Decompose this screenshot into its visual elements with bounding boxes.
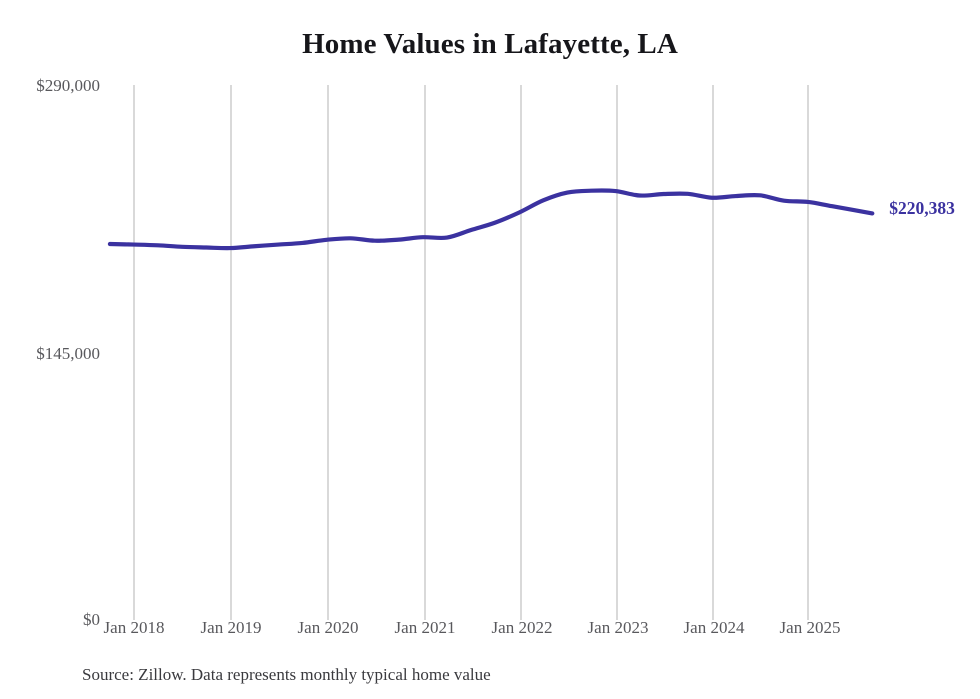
x-tick-label-jan-2023: Jan 2023 (587, 618, 649, 637)
gridlines (133, 85, 809, 620)
x-tick-label-jan-2022: Jan 2022 (491, 618, 553, 637)
source-note: Source: Zillow. Data represents monthly … (82, 665, 491, 684)
y-tick-label-top: $290,000 (36, 76, 100, 95)
x-tick-label-jan-2024: Jan 2024 (683, 618, 745, 637)
y-tick-label-mid: $145,000 (36, 344, 100, 363)
x-tick-label-jan-2018: Jan 2018 (103, 618, 165, 637)
x-tick-label-jan-2019: Jan 2019 (200, 618, 262, 637)
x-tick-label-jan-2025: Jan 2025 (779, 618, 841, 637)
end-value-label: $220,383 (889, 198, 955, 219)
x-tick-label-jan-2021: Jan 2021 (394, 618, 456, 637)
chart-title: Home Values in Lafayette, LA (302, 28, 678, 60)
x-tick-label-jan-2020: Jan 2020 (297, 618, 359, 637)
data-line-typical-home-value (107, 188, 875, 251)
y-tick-label-bottom: $0 (83, 610, 100, 629)
